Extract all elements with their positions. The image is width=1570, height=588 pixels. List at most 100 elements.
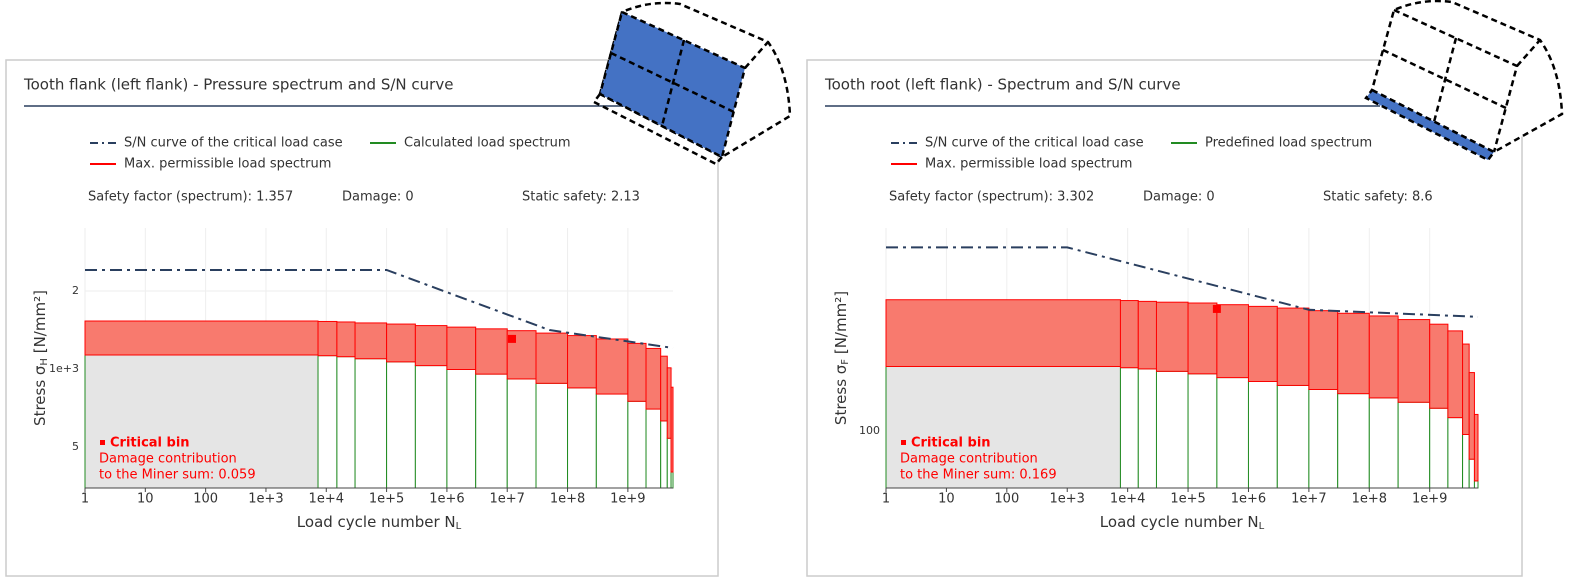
- legend-label: Max. permissible load spectrum: [925, 157, 1132, 172]
- permissible-bin: [645, 347, 662, 410]
- y-axis-title-sub: H: [39, 358, 50, 366]
- spectrum-bin: [446, 368, 477, 489]
- permissible-bin: [627, 342, 647, 402]
- x-axis-title-text: Load cycle number N: [297, 513, 456, 531]
- x-tick-label: 10: [137, 492, 154, 507]
- panel-title: Tooth root (left flank) - Spectrum and S…: [824, 76, 1181, 94]
- y-axis-title: Stress σF [N/mm²]: [832, 291, 852, 425]
- permissible-bin: [666, 367, 672, 439]
- spectrum-bin: [645, 408, 662, 489]
- spectrum-bin: [84, 354, 319, 489]
- y-axis-title-text: Stress σ: [832, 364, 850, 425]
- x-tick-label: 1e+4: [1110, 492, 1145, 507]
- permissible-bin: [1473, 413, 1479, 482]
- critical-bin-note: Damage contribution: [900, 452, 1038, 467]
- spectrum-bin: [1137, 368, 1157, 489]
- y-axis-title-unit: [N/mm²]: [31, 290, 49, 358]
- spectrum-bin: [666, 437, 672, 489]
- y-tick-label: 2: [72, 284, 79, 297]
- x-tick-label: 1e+9: [1412, 492, 1447, 507]
- x-tick-label: 1e+7: [1291, 492, 1326, 507]
- stat: Safety factor (spectrum): 1.357: [88, 190, 293, 205]
- permissible-bin: [475, 328, 508, 375]
- permissible-bin: [1137, 300, 1157, 370]
- permissible-bin: [1308, 310, 1339, 390]
- x-tick-label: 1: [81, 492, 89, 507]
- x-axis-title-text: Load cycle number N: [1100, 513, 1259, 531]
- spectrum-bin: [386, 361, 416, 489]
- critical-bin-marker: [1212, 304, 1221, 313]
- permissible-bin: [660, 355, 668, 422]
- permissible-bin: [535, 332, 569, 384]
- permissible-bin: [1397, 319, 1431, 403]
- spectrum-bin: [670, 471, 674, 489]
- stat: Static safety: 2.13: [522, 190, 640, 205]
- y-tick-label: 100: [859, 424, 880, 437]
- legend-label: Calculated load spectrum: [404, 136, 571, 151]
- spectrum-bin: [567, 387, 597, 489]
- x-tick-label: 1e+6: [1231, 492, 1266, 507]
- legend-label: S/N curve of the critical load case: [124, 136, 343, 151]
- y-tick-label: 1e+3: [49, 362, 79, 375]
- permissible-bin: [1276, 307, 1310, 386]
- y-tick-label: 5: [72, 440, 79, 453]
- y-axis-title-text: Stress σ: [31, 365, 49, 426]
- x-tick-label: 1e+6: [429, 492, 464, 507]
- tooth-icon: [1364, 0, 1564, 162]
- spectrum-bin: [1155, 370, 1189, 489]
- permissible-bin: [670, 386, 674, 473]
- spectrum-bin: [660, 420, 668, 489]
- critical-bin-marker: [508, 334, 517, 343]
- x-tick-label: 100: [994, 492, 1019, 507]
- permissible-bin: [1155, 301, 1189, 372]
- permissible-bin: [1462, 343, 1470, 435]
- legend-label: Predefined load spectrum: [1205, 136, 1372, 151]
- spectrum-bin: [1276, 384, 1310, 489]
- legend-label: S/N curve of the critical load case: [925, 136, 1144, 151]
- x-tick-label: 1e+8: [1352, 492, 1387, 507]
- spectrum-bin: [1368, 397, 1399, 489]
- x-axis-title: Load cycle number NL: [297, 513, 462, 533]
- y-axis-title: Stress σH [N/mm²]: [31, 290, 51, 426]
- permissible-bin: [885, 299, 1121, 367]
- critical-bin-note: to the Miner sum: 0.059: [99, 468, 256, 483]
- critical-bin-title: Critical bin: [110, 436, 190, 451]
- spectrum-bin: [1247, 380, 1278, 489]
- x-tick-label: 1e+5: [1170, 492, 1205, 507]
- x-tick-label: 100: [193, 492, 218, 507]
- spectrum-bin: [475, 373, 508, 489]
- x-axis-title: Load cycle number NL: [1100, 513, 1265, 533]
- stat: Damage: 0: [342, 190, 414, 205]
- critical-bin-note: to the Miner sum: 0.169: [900, 468, 1057, 483]
- permissible-bin: [567, 335, 597, 389]
- spectrum-bin: [535, 382, 569, 489]
- x-tick-label: 1e+7: [490, 492, 525, 507]
- y-axis-title-unit: [N/mm²]: [832, 291, 850, 359]
- spectrum-bin: [506, 378, 537, 489]
- y-axis-title-sub: F: [840, 359, 851, 365]
- critical-bin-icon: [100, 440, 105, 445]
- panel: [5, 59, 719, 577]
- critical-bin-title: Critical bin: [911, 436, 991, 451]
- sn-curve: [85, 268, 674, 349]
- spectrum-bin: [1308, 388, 1339, 489]
- spectrum-bin: [1468, 458, 1475, 489]
- x-tick-label: 1: [882, 492, 890, 507]
- permissible-bin: [446, 326, 477, 370]
- permissible-bin: [317, 320, 338, 357]
- x-tick-label: 1e+3: [248, 492, 283, 507]
- spectrum-bin: [1397, 401, 1431, 489]
- spectrum-bin: [1119, 367, 1139, 489]
- stat: Damage: 0: [1143, 190, 1215, 205]
- permissible-bin: [354, 322, 388, 360]
- spectrum-bin: [1337, 393, 1370, 489]
- permissible-bin: [1187, 302, 1218, 375]
- x-axis-title-sub: L: [456, 521, 462, 532]
- permissible-bin: [336, 321, 356, 358]
- permissible-bin: [1216, 304, 1249, 379]
- spectrum-bin: [1473, 480, 1479, 489]
- panel-title: Tooth flank (left flank) - Pressure spec…: [23, 76, 453, 94]
- spectrum-bin: [354, 358, 388, 489]
- spectrum-bin: [595, 393, 629, 489]
- spectrum-bin: [1462, 433, 1470, 489]
